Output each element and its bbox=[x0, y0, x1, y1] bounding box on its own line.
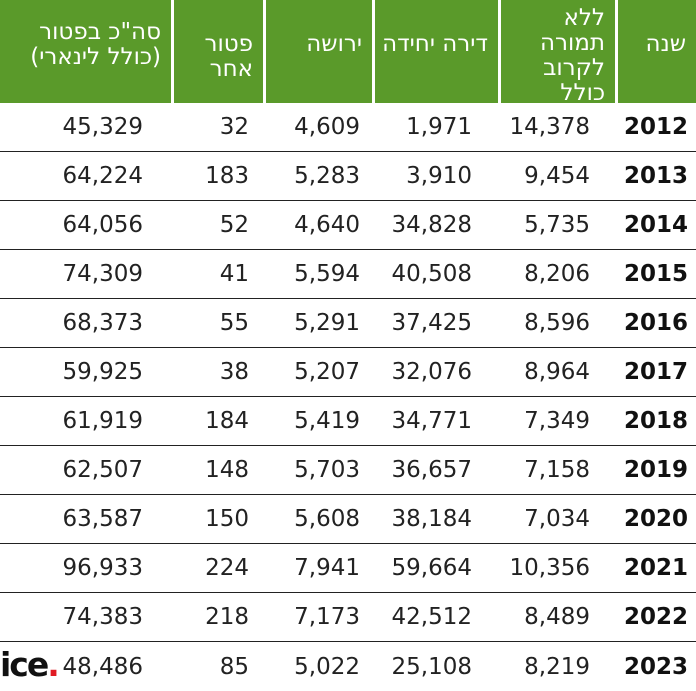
cell-inheritance: 5,283 bbox=[294, 163, 360, 189]
cell-other-exemption: 224 bbox=[205, 555, 249, 581]
cell-total: 61,919 bbox=[62, 408, 143, 434]
cell-no-consideration: 14,378 bbox=[509, 114, 590, 140]
cell-no-consideration: 7,158 bbox=[524, 457, 590, 483]
cell-total: 45,329 bbox=[62, 114, 143, 140]
header-other-exemption: פטור אחר bbox=[171, 0, 263, 103]
cell-year: 2021 bbox=[623, 555, 688, 581]
cell-no-consideration: 7,349 bbox=[524, 408, 590, 434]
cell-total: 63,587 bbox=[62, 506, 143, 532]
table-row: 68,373 55 5,291 37,425 8,596 2016 bbox=[0, 299, 696, 348]
cell-year: 2023 bbox=[623, 653, 688, 680]
cell-no-consideration: 5,735 bbox=[524, 212, 590, 238]
cell-no-consideration: 10,356 bbox=[509, 555, 590, 581]
cell-no-consideration: 7,034 bbox=[524, 506, 590, 532]
cell-total: 62,507 bbox=[62, 457, 143, 483]
cell-single-apartment: 37,425 bbox=[391, 310, 472, 336]
cell-no-consideration: 8,219 bbox=[524, 653, 590, 680]
header-no-consideration: ללא תמורה לקרוב כולל bbox=[498, 0, 615, 106]
cell-single-apartment: 40,508 bbox=[391, 261, 472, 287]
table-row: 62,507 148 5,703 36,657 7,158 2019 bbox=[0, 446, 696, 495]
cell-year: 2018 bbox=[623, 408, 688, 434]
cell-other-exemption: 55 bbox=[219, 310, 249, 336]
cell-other-exemption: 183 bbox=[205, 163, 249, 189]
cell-total: 74,309 bbox=[62, 261, 143, 287]
cell-single-apartment: 38,184 bbox=[391, 506, 472, 532]
cell-single-apartment: 36,657 bbox=[391, 457, 472, 483]
cell-year: 2014 bbox=[623, 212, 688, 238]
cell-year: 2015 bbox=[623, 261, 688, 287]
cell-inheritance: 5,594 bbox=[294, 261, 360, 287]
cell-total: 96,933 bbox=[62, 555, 143, 581]
table-row: 64,224 183 5,283 3,910 9,454 2013 bbox=[0, 152, 696, 201]
cell-inheritance: 7,941 bbox=[294, 555, 360, 581]
table-header-row: סה"כ בפטור (כולל לינארי) פטור אחר ירושה … bbox=[0, 0, 696, 106]
cell-inheritance: 5,608 bbox=[294, 506, 360, 532]
cell-year: 2013 bbox=[623, 163, 688, 189]
cell-inheritance: 5,291 bbox=[294, 310, 360, 336]
cell-total: 68,373 bbox=[62, 310, 143, 336]
cell-no-consideration: 8,596 bbox=[524, 310, 590, 336]
cell-inheritance: 5,419 bbox=[294, 408, 360, 434]
logo-text: ice bbox=[0, 645, 49, 684]
table-row: 59,925 38 5,207 32,076 8,964 2017 bbox=[0, 348, 696, 397]
header-inheritance: ירושה bbox=[263, 0, 372, 103]
cell-single-apartment: 34,771 bbox=[391, 408, 472, 434]
cell-single-apartment: 32,076 bbox=[391, 359, 472, 385]
cell-total: 74,383 bbox=[62, 604, 143, 630]
cell-single-apartment: 25,108 bbox=[391, 653, 472, 680]
cell-year: 2016 bbox=[623, 310, 688, 336]
table-row: 96,933 224 7,941 59,664 10,356 2021 bbox=[0, 544, 696, 593]
header-total-exempt: סה"כ בפטור (כולל לינארי) bbox=[0, 0, 171, 103]
cell-no-consideration: 8,206 bbox=[524, 261, 590, 287]
cell-no-consideration: 8,964 bbox=[524, 359, 590, 385]
table-row: 61,919 184 5,419 34,771 7,349 2018 bbox=[0, 397, 696, 446]
cell-year: 2017 bbox=[623, 359, 688, 385]
cell-single-apartment: 42,512 bbox=[391, 604, 472, 630]
table-row: 45,329 32 4,609 1,971 14,378 2012 bbox=[0, 103, 696, 152]
cell-other-exemption: 38 bbox=[219, 359, 249, 385]
cell-inheritance: 5,207 bbox=[294, 359, 360, 385]
cell-other-exemption: 184 bbox=[205, 408, 249, 434]
cell-inheritance: 4,609 bbox=[294, 114, 360, 140]
cell-other-exemption: 218 bbox=[205, 604, 249, 630]
cell-other-exemption: 85 bbox=[219, 653, 249, 680]
table-row: 64,056 52 4,640 34,828 5,735 2014 bbox=[0, 201, 696, 250]
ice-logo: ice. bbox=[0, 645, 60, 684]
cell-inheritance: 4,640 bbox=[294, 212, 360, 238]
cell-year: 2022 bbox=[623, 604, 688, 630]
cell-year: 2020 bbox=[623, 506, 688, 532]
table-body: 45,329 32 4,609 1,971 14,378 2012 64,224 183 5,2… bbox=[0, 103, 696, 691]
cell-year: 2019 bbox=[623, 457, 688, 483]
cell-total: 48,486 bbox=[62, 653, 143, 680]
table-row: 74,383 218 7,173 42,512 8,489 2022 bbox=[0, 593, 696, 642]
cell-other-exemption: 150 bbox=[205, 506, 249, 532]
cell-inheritance: 7,173 bbox=[294, 604, 360, 630]
header-year: שנה bbox=[615, 0, 696, 103]
cell-single-apartment: 34,828 bbox=[391, 212, 472, 238]
cell-no-consideration: 8,489 bbox=[524, 604, 590, 630]
cell-single-apartment: 59,664 bbox=[391, 555, 472, 581]
table-row: 74,309 41 5,594 40,508 8,206 2015 bbox=[0, 250, 696, 299]
cell-other-exemption: 32 bbox=[219, 114, 249, 140]
cell-inheritance: 5,022 bbox=[294, 653, 360, 680]
cell-total: 59,925 bbox=[62, 359, 143, 385]
cell-single-apartment: 3,910 bbox=[406, 163, 472, 189]
cell-other-exemption: 148 bbox=[205, 457, 249, 483]
cell-single-apartment: 1,971 bbox=[406, 114, 472, 140]
cell-inheritance: 5,703 bbox=[294, 457, 360, 483]
cell-total: 64,056 bbox=[62, 212, 143, 238]
cell-no-consideration: 9,454 bbox=[524, 163, 590, 189]
cell-year: 2012 bbox=[623, 114, 688, 140]
cell-total: 64,224 bbox=[62, 163, 143, 189]
table-row: 63,587 150 5,608 38,184 7,034 2020 bbox=[0, 495, 696, 544]
logo-dot: . bbox=[47, 645, 59, 684]
header-single-apartment: דירה יחידה bbox=[372, 0, 498, 103]
cell-other-exemption: 41 bbox=[219, 261, 249, 287]
table-row: 48,486 85 5,022 25,108 8,219 2023 bbox=[0, 642, 696, 691]
cell-other-exemption: 52 bbox=[219, 212, 249, 238]
